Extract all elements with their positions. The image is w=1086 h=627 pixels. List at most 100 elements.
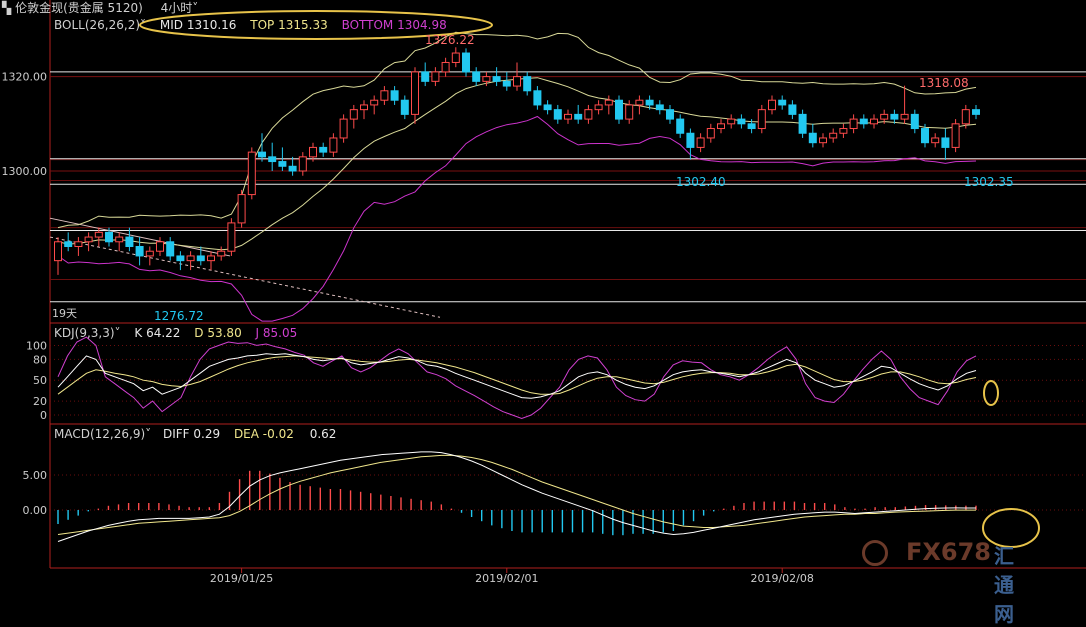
chevron-down-icon[interactable]: ˅ — [114, 326, 121, 340]
candle-body — [778, 99, 787, 106]
candle-body — [819, 137, 827, 144]
candle-body — [339, 118, 348, 139]
candle-body — [870, 118, 878, 125]
candle-body — [910, 113, 919, 130]
candle-body — [798, 113, 807, 134]
high-right-price-label: 1318.08 — [919, 76, 969, 90]
kdj-axis-label: 0 — [40, 409, 47, 422]
instrument-title[interactable]: 伦敦金现(贵金属 5120) — [15, 1, 143, 15]
candle-body — [931, 137, 940, 144]
candle-body — [319, 146, 328, 153]
boll-top-line — [57, 31, 977, 229]
kdj-cross-highlight-ellipse — [983, 380, 999, 406]
candle-body — [502, 80, 511, 87]
candle-body — [615, 99, 623, 120]
candle-body — [288, 165, 297, 172]
macd-diff-label: DIFF — [162, 427, 190, 441]
period-selector[interactable]: 4小时 — [160, 1, 193, 15]
boll-params[interactable]: BOLL(26,26,2) — [54, 18, 141, 32]
candle-body — [513, 76, 521, 87]
candle-body — [217, 250, 226, 257]
candle-body — [472, 71, 481, 82]
candle-body — [349, 109, 358, 120]
candle-body — [921, 128, 929, 144]
kdj-d-value: 53.80 — [207, 326, 242, 340]
candle-body — [390, 90, 399, 101]
candle-body — [227, 222, 236, 252]
date-label: 2019/01/25 — [210, 572, 273, 585]
candle-body — [839, 128, 848, 134]
boll-header: BOLL(26,26,2)˅ MID 1310.16 TOP 1315.33 B… — [54, 18, 447, 32]
chevron-down-icon[interactable]: ˅ — [145, 427, 152, 441]
boll-mid-value: 1310.16 — [186, 18, 237, 32]
candle-body — [196, 255, 205, 262]
chevron-down-icon[interactable]: ˅ — [192, 1, 199, 15]
kdj-j-label: J — [255, 326, 260, 340]
kdj-axis-label: 20 — [33, 395, 47, 408]
kdj-header: KDJ(9,3,3)˅ K 64.22 D 53.80 J 85.05 — [54, 326, 297, 340]
candle-body — [666, 109, 674, 120]
candle-body — [829, 132, 838, 139]
candle-body — [900, 113, 909, 120]
kdj-d-label: D — [194, 326, 204, 340]
candle-body — [676, 118, 685, 134]
chevron-down-icon[interactable]: ˅ — [140, 18, 147, 32]
candle-body — [298, 156, 307, 172]
watermark-brand: FX678 — [906, 538, 991, 566]
macd-dea-line — [57, 454, 976, 535]
kdj-k-value: 64.22 — [146, 326, 181, 340]
candle-body — [176, 255, 185, 262]
candle-body — [523, 76, 532, 92]
kdj-axis-label: 100 — [26, 339, 47, 352]
kdj-axis-label: 50 — [33, 374, 47, 387]
candle-body — [941, 137, 950, 148]
candle-body — [145, 250, 154, 257]
candle-body — [594, 104, 603, 111]
instrument-dropdown-icon[interactable]: ▚ — [2, 1, 12, 15]
candle-body — [360, 104, 368, 111]
candle-body — [268, 156, 277, 163]
candle-body — [105, 231, 113, 243]
candle-body — [115, 236, 124, 243]
candle-body — [808, 132, 817, 144]
candle-body — [717, 123, 725, 130]
candle-body — [54, 241, 62, 262]
low-left-price-label: 1276.72 — [154, 309, 204, 323]
candle-body — [543, 104, 552, 111]
candle-body — [421, 71, 430, 82]
candle-body — [247, 151, 256, 196]
candle-body — [258, 151, 266, 158]
boll-top-value: 1315.33 — [278, 18, 328, 32]
boll-bottom-label: BOTTOM — [341, 18, 394, 32]
macd-params[interactable]: MACD(12,26,9) — [54, 427, 146, 441]
macd-dea-value: -0.02 — [262, 427, 294, 441]
macd-cross-highlight-ellipse — [982, 508, 1040, 548]
candle-body — [849, 118, 858, 130]
kdj-j-line — [57, 336, 977, 420]
candle-body — [604, 99, 613, 106]
candle-body — [727, 118, 736, 125]
fx678-logo-icon — [862, 540, 888, 566]
kdj-k-line — [57, 353, 977, 399]
boll-bottom-line — [57, 115, 977, 322]
candle-body — [370, 99, 379, 106]
candle-body — [645, 99, 654, 106]
price-axis-label: 1300.00 — [2, 165, 48, 178]
candle-body — [584, 109, 593, 120]
candle-body — [74, 241, 83, 247]
candle-body — [768, 99, 776, 111]
kdj-axis-label: 80 — [33, 353, 47, 366]
kdj-params[interactable]: KDJ(9,3,3) — [54, 326, 115, 340]
candle-body — [431, 71, 440, 82]
candle-body — [880, 113, 889, 120]
watermark-sub: 汇通网 — [994, 544, 1014, 626]
candle-body — [411, 71, 419, 115]
macd-diff-value: 0.29 — [193, 427, 221, 441]
candle-body — [696, 137, 705, 148]
price-axis-label: 1320.00 — [2, 71, 48, 84]
boll-mid-label: MID — [159, 18, 183, 32]
boll-values-highlight-ellipse — [139, 10, 493, 40]
macd-axis-label: 5.00 — [23, 469, 48, 482]
